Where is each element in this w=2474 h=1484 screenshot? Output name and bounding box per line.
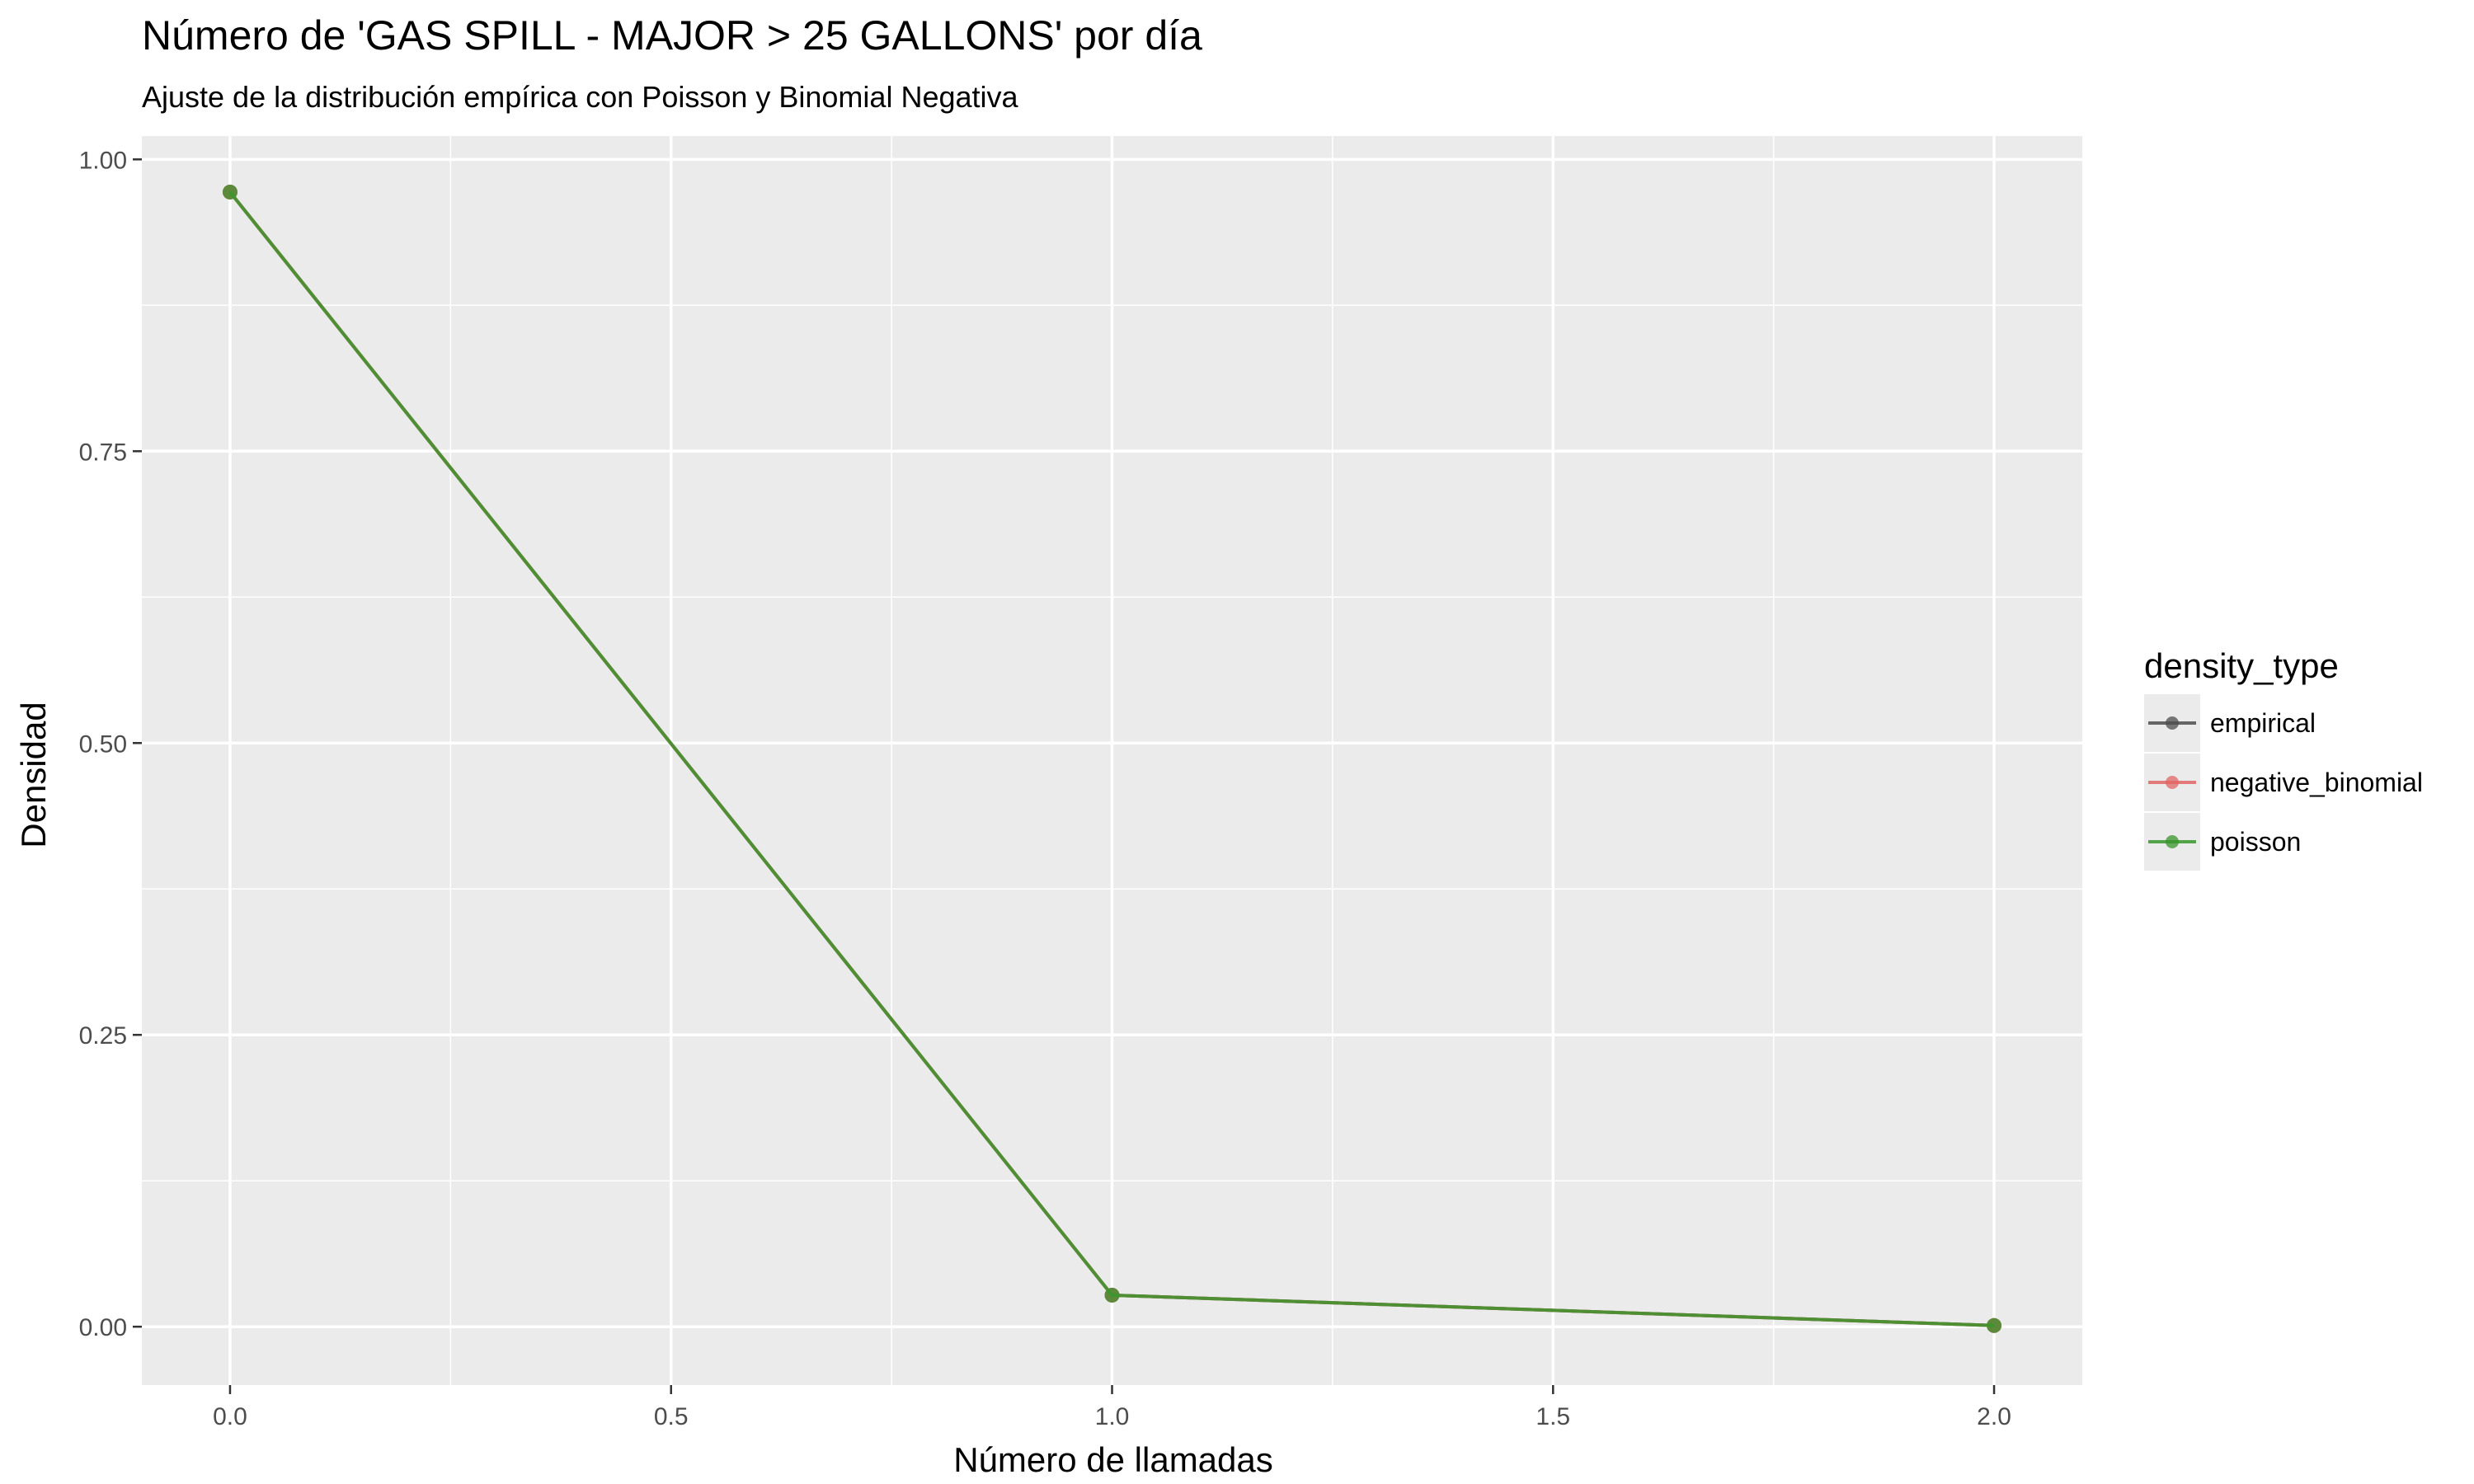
- y-tick-label: 1.00: [79, 147, 127, 174]
- chart-subtitle: Ajuste de la distribución empírica con P…: [142, 80, 1019, 114]
- legend-key-point: [2166, 835, 2179, 848]
- y-tick-label: 0.50: [79, 730, 127, 758]
- plot-panel: [142, 136, 2082, 1385]
- data-point: [1104, 1287, 1120, 1303]
- x-tick-label: 1.0: [1095, 1403, 1130, 1430]
- series-layer: [222, 184, 2002, 1333]
- x-tick-label: 0.5: [654, 1403, 689, 1430]
- data-point: [1987, 1317, 2002, 1333]
- series-poisson: [222, 184, 2002, 1333]
- x-tick-label: 2.0: [1977, 1403, 2011, 1430]
- chart-title: Número de 'GAS SPILL - MAJOR > 25 GALLON…: [142, 12, 1202, 59]
- x-tick-label: 1.5: [1536, 1403, 1570, 1430]
- legend-key-point: [2166, 776, 2179, 789]
- y-tick-label: 0.00: [79, 1314, 127, 1341]
- legend-label: poisson: [2210, 827, 2301, 857]
- legend-item: negative_binomial: [2144, 754, 2423, 811]
- data-point: [222, 184, 238, 200]
- legend-label: negative_binomial: [2210, 768, 2423, 797]
- y-axis-title: Densidad: [14, 702, 53, 848]
- y-tick-label: 0.75: [79, 439, 127, 466]
- legend-item: poisson: [2144, 813, 2301, 871]
- x-axis-title: Número de llamadas: [953, 1440, 1273, 1479]
- legend-label: empirical: [2210, 708, 2316, 738]
- legend: density_type empirical negative_binomialp…: [2144, 646, 2423, 871]
- x-tick-label: 0.0: [213, 1403, 247, 1430]
- legend-item: empirical: [2144, 694, 2316, 752]
- legend-title: density_type: [2144, 646, 2339, 685]
- x-axis: 0.0 0.5 1.0 1.5 2.0: [213, 1385, 2011, 1430]
- y-axis: 0.00 0.25 0.50 0.75 1.00: [79, 147, 142, 1341]
- y-tick-label: 0.25: [79, 1022, 127, 1050]
- legend-key-point: [2166, 716, 2179, 730]
